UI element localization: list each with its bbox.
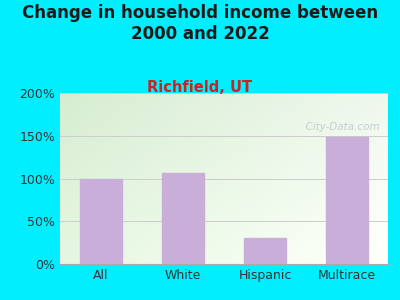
Text: Change in household income between
2000 and 2022: Change in household income between 2000 …	[22, 4, 378, 43]
Bar	[162, 173, 204, 264]
Bar	[244, 238, 286, 264]
Text: Richfield, UT: Richfield, UT	[148, 80, 252, 94]
Text: City-Data.com: City-Data.com	[300, 122, 380, 132]
Bar	[326, 137, 368, 264]
Bar	[80, 178, 122, 264]
